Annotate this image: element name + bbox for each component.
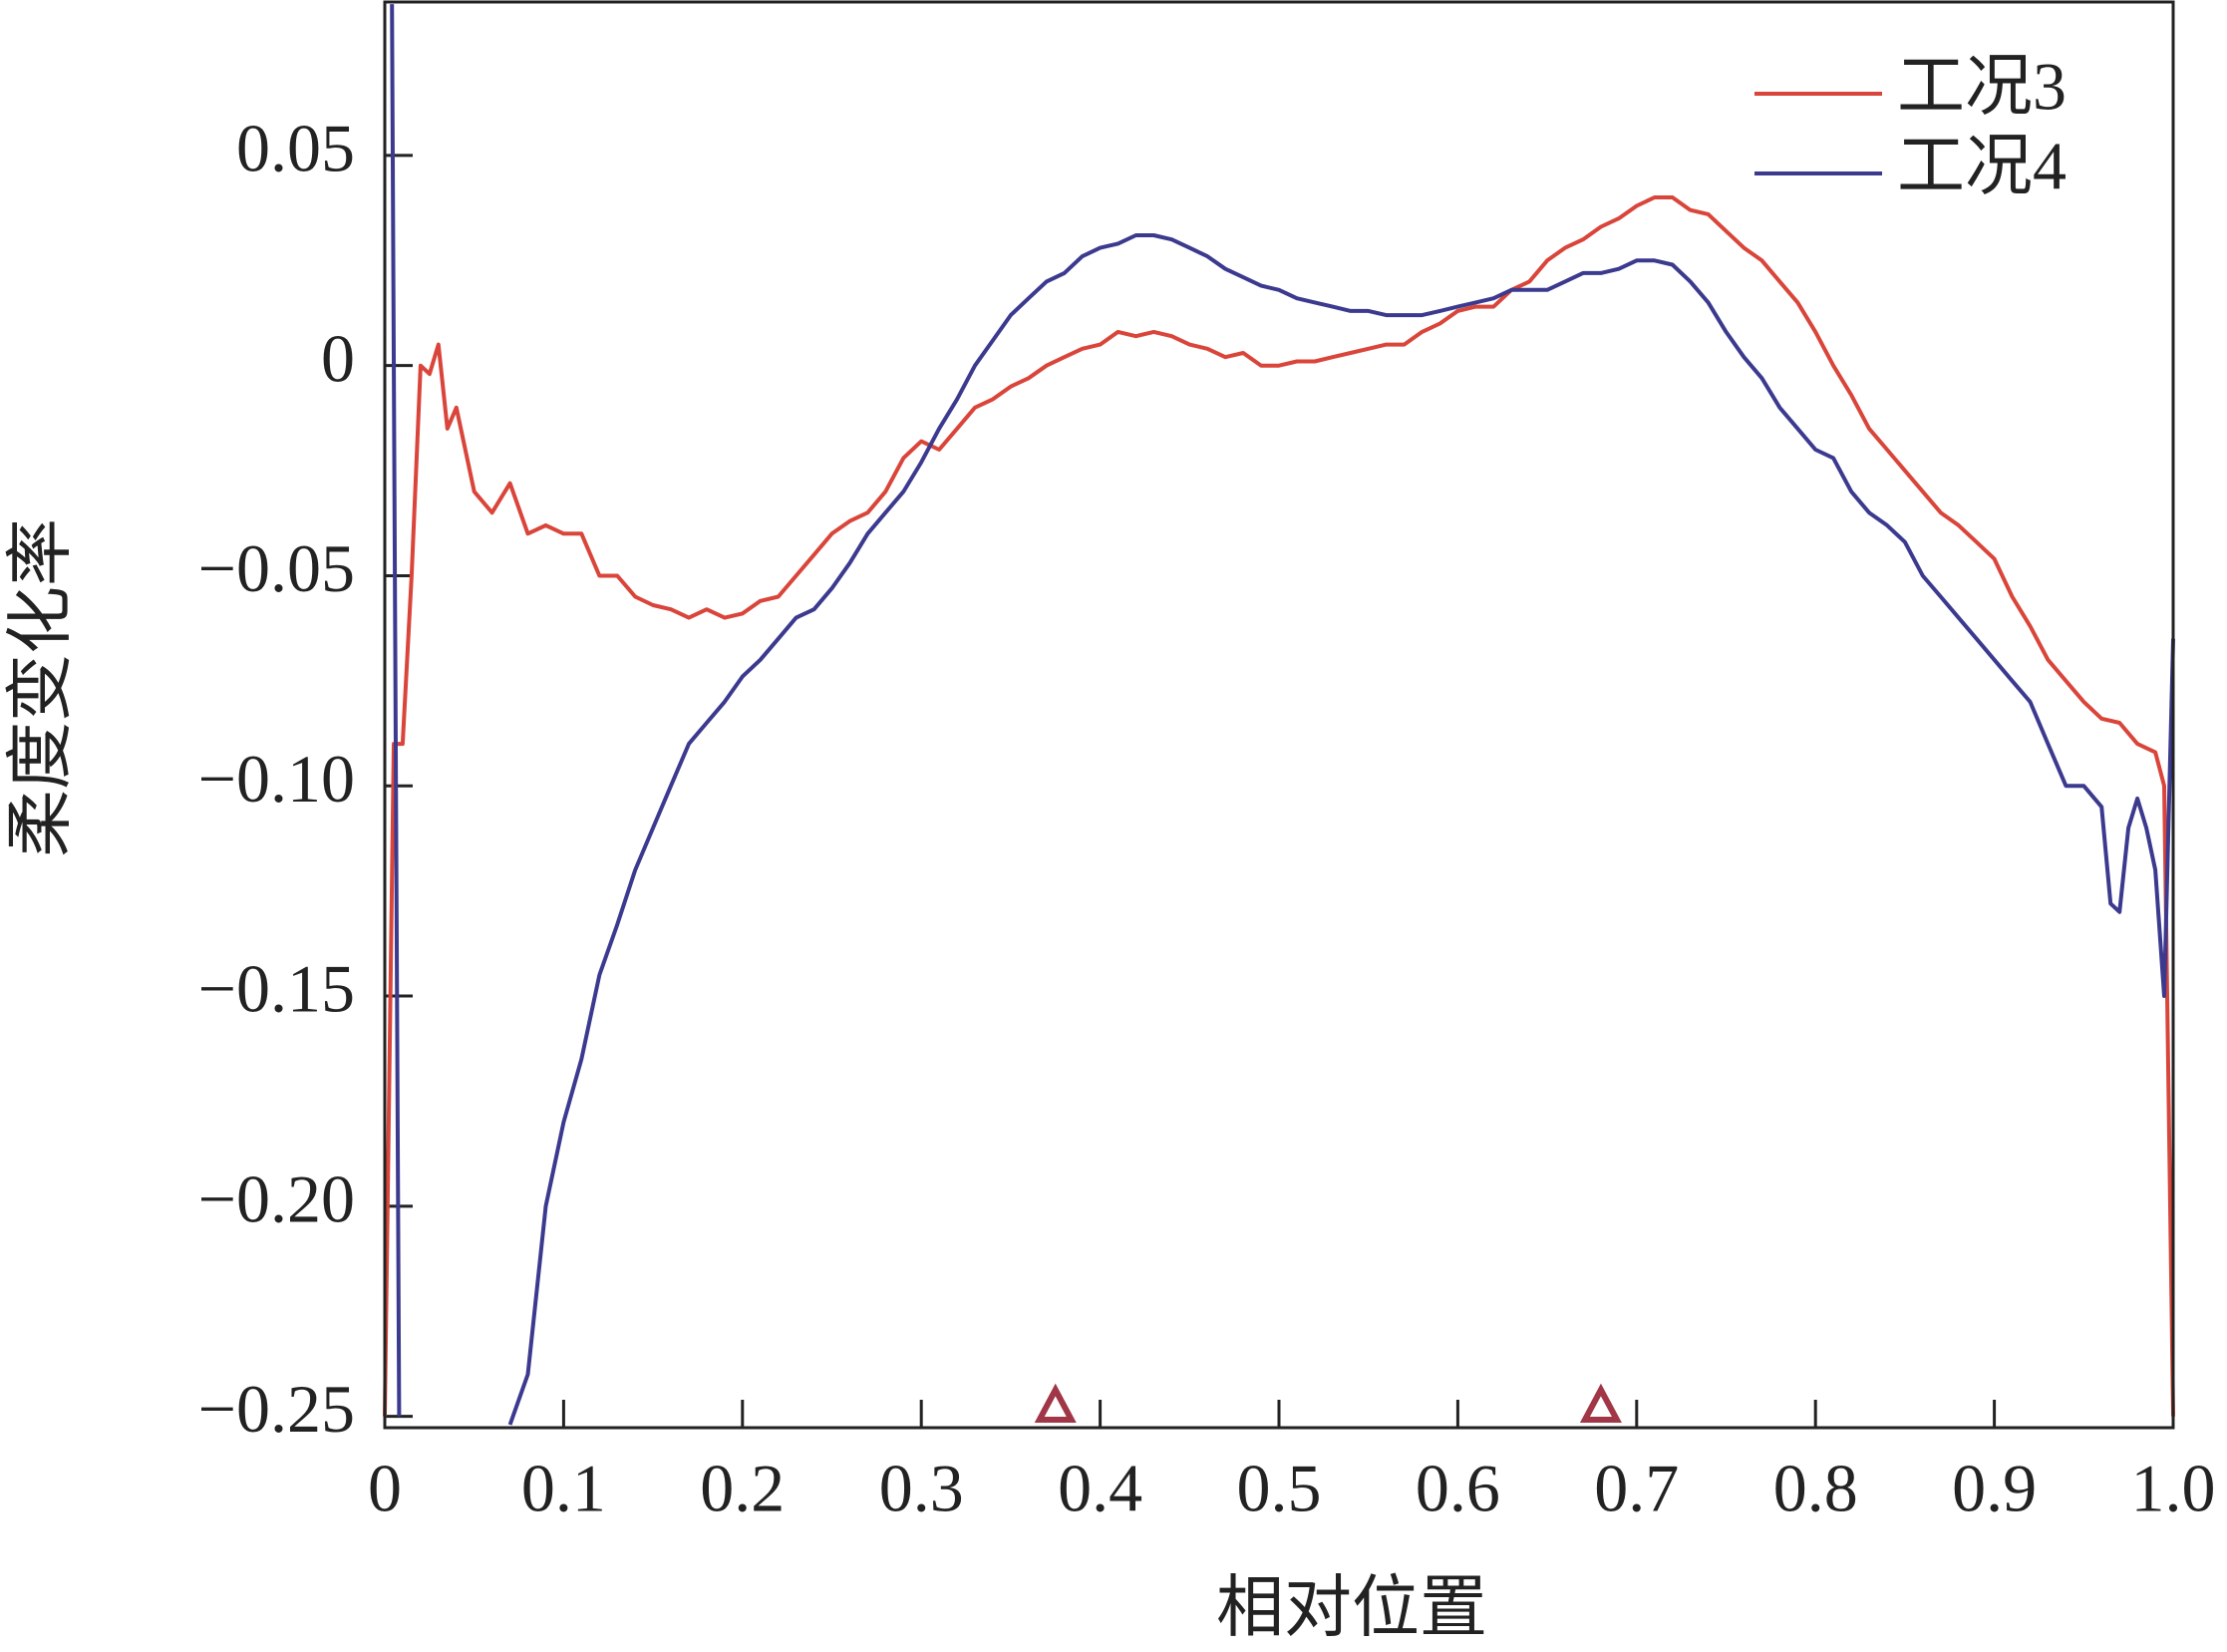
y-tick-label: −0.05 [198,530,355,606]
y-tick-label: −0.20 [198,1160,355,1236]
y-tick-label: −0.10 [198,741,355,817]
series-line [383,195,2175,1417]
x-tick-label: 0.7 [1594,1451,1679,1526]
x-tick-label: 0.1 [521,1451,606,1526]
marker-triangle [1579,1383,1622,1423]
y-tick-label: −0.25 [198,1371,355,1447]
y-tick-label: −0.15 [198,951,355,1027]
x-tick-label: 0.9 [1952,1451,2037,1526]
x-tick-label: 0 [368,1451,402,1526]
y-tick-label: 0 [321,320,355,396]
x-tick-label: 0.4 [1058,1451,1142,1526]
plot-frame [383,0,2175,1430]
x-tick-label: 0.5 [1237,1451,1322,1526]
x-tick-label: 0.2 [700,1451,785,1526]
marker-triangle [1034,1383,1077,1423]
x-tick-label: 0.8 [1773,1451,1858,1526]
legend-label: 工况3 [1897,49,2067,125]
x-tick-label: 0.6 [1416,1451,1500,1526]
series-line [390,4,2175,1426]
x-axis-label: 相对位置 [1216,1570,1487,1646]
y-axis-label: 柔度变化率 [3,518,79,857]
y-tick-label: 0.05 [236,110,355,185]
x-tick-label: 1.0 [2131,1451,2216,1526]
legend-label: 工况4 [1897,129,2067,204]
x-tick-label: 0.3 [879,1451,964,1526]
